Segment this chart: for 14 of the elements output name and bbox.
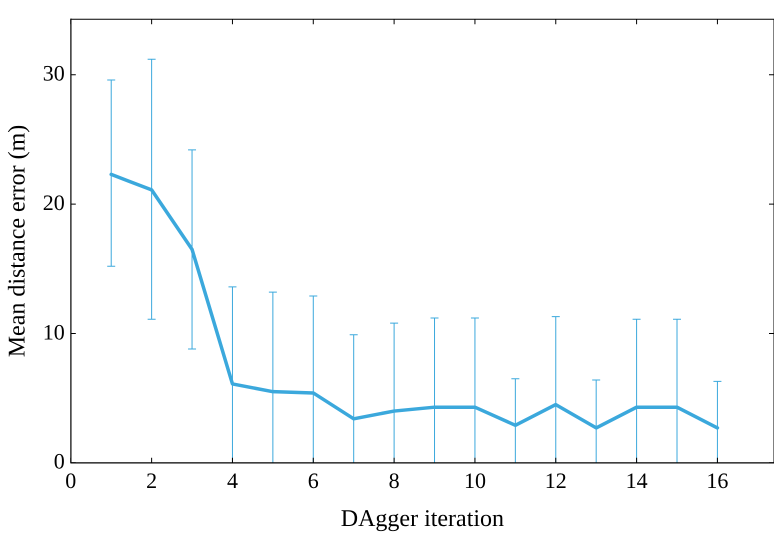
y-tick-label: 0 xyxy=(54,448,65,474)
x-tick-label: 2 xyxy=(146,468,158,493)
y-tick-label: 20 xyxy=(42,190,65,215)
y-tick-label: 30 xyxy=(42,60,65,86)
x-axis-title: DAgger iteration xyxy=(340,506,504,532)
x-tick-label: 14 xyxy=(626,468,648,493)
x-tick-label: 10 xyxy=(464,468,486,493)
y-tick-label: 10 xyxy=(42,319,65,344)
x-tick-label: 12 xyxy=(544,468,567,493)
x-tick-label: 16 xyxy=(706,468,728,493)
y-axis-title: Mean distance error (m) xyxy=(4,124,31,358)
x-tick-label: 4 xyxy=(226,468,238,493)
x-tick-label: 6 xyxy=(308,468,319,493)
x-tick-label: 8 xyxy=(388,468,400,493)
